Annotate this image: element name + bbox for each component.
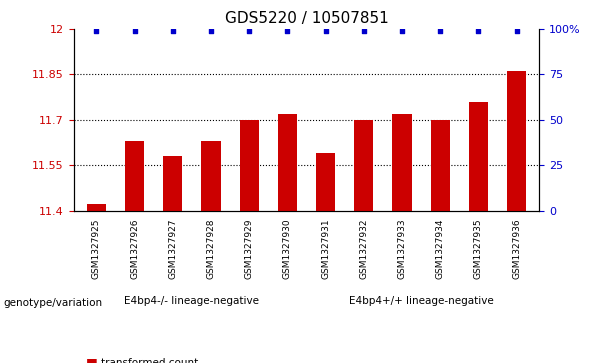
Point <box>206 28 216 34</box>
Text: GSM1327925: GSM1327925 <box>92 218 101 279</box>
Text: GSM1327929: GSM1327929 <box>245 218 254 279</box>
Text: E4bp4-/- lineage-negative: E4bp4-/- lineage-negative <box>124 296 259 306</box>
Point <box>245 28 254 34</box>
Text: GSM1327930: GSM1327930 <box>283 218 292 279</box>
Text: GSM1327931: GSM1327931 <box>321 218 330 279</box>
Point <box>359 28 368 34</box>
Text: GSM1327936: GSM1327936 <box>512 218 521 279</box>
Point <box>473 28 483 34</box>
Title: GDS5220 / 10507851: GDS5220 / 10507851 <box>224 12 389 26</box>
Text: transformed count: transformed count <box>101 358 199 363</box>
Bar <box>163 156 183 211</box>
Text: GSM1327934: GSM1327934 <box>436 218 444 279</box>
Bar <box>316 153 335 211</box>
Bar <box>354 120 373 211</box>
Text: GSM1327935: GSM1327935 <box>474 218 483 279</box>
Text: genotype/variation: genotype/variation <box>3 298 102 308</box>
Point <box>397 28 407 34</box>
Bar <box>278 114 297 211</box>
Point <box>435 28 445 34</box>
Bar <box>125 141 144 211</box>
Bar <box>240 120 259 211</box>
Bar <box>430 120 450 211</box>
Bar <box>202 141 221 211</box>
Text: GSM1327928: GSM1327928 <box>207 218 216 279</box>
Bar <box>507 72 526 211</box>
Point <box>512 28 522 34</box>
Text: GSM1327933: GSM1327933 <box>397 218 406 279</box>
Bar <box>392 114 411 211</box>
Point <box>321 28 330 34</box>
Text: ■: ■ <box>86 356 97 363</box>
Text: GSM1327926: GSM1327926 <box>130 218 139 279</box>
Point <box>168 28 178 34</box>
Bar <box>469 102 488 211</box>
Text: GSM1327932: GSM1327932 <box>359 218 368 279</box>
Text: GSM1327927: GSM1327927 <box>169 218 177 279</box>
Point <box>283 28 292 34</box>
Bar <box>87 204 106 211</box>
Point <box>130 28 140 34</box>
Point <box>91 28 101 34</box>
Text: E4bp4+/+ lineage-negative: E4bp4+/+ lineage-negative <box>349 296 493 306</box>
